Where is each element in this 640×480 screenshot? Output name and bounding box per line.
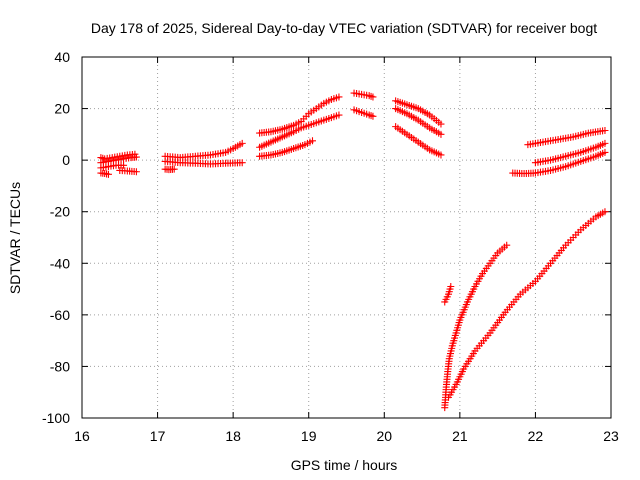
- data-point: [447, 282, 455, 290]
- x-tick-label: 18: [225, 428, 241, 444]
- data-point: [601, 126, 609, 134]
- data-point: [335, 111, 343, 119]
- y-tick-label: 0: [62, 152, 70, 168]
- x-tick-label: 22: [528, 428, 544, 444]
- y-axis-label: SDTVAR / TECUs: [7, 182, 23, 294]
- x-tick-label: 19: [301, 428, 317, 444]
- data-point: [437, 151, 445, 159]
- data-point: [369, 93, 377, 101]
- y-tick-label: -80: [50, 358, 70, 374]
- y-tick-labels: -100 -80 -60 -40 -20 0 20 40: [42, 49, 70, 426]
- data-point: [503, 241, 511, 249]
- data-point: [238, 139, 246, 147]
- y-tick-label: -60: [50, 307, 70, 323]
- data-points: [97, 89, 609, 412]
- data-point: [104, 170, 112, 178]
- data-point: [601, 139, 609, 147]
- data-point: [132, 153, 140, 161]
- x-tick-label: 23: [603, 428, 619, 444]
- data-point: [601, 148, 609, 156]
- data-point: [369, 112, 377, 120]
- plot-frame: [81, 56, 612, 419]
- y-tick-label: 40: [54, 49, 70, 65]
- data-point: [170, 165, 178, 173]
- data-point: [238, 159, 246, 167]
- chart-title: Day 178 of 2025, Sidereal Day-to-day VTE…: [91, 20, 597, 36]
- data-point: [132, 168, 140, 176]
- x-tick-label: 16: [74, 428, 90, 444]
- data-point: [335, 93, 343, 101]
- y-tick-label: -100: [42, 410, 70, 426]
- x-tick-label: 20: [376, 428, 392, 444]
- data-point: [437, 120, 445, 128]
- x-tick-label: 21: [452, 428, 468, 444]
- y-tick-label: 20: [54, 101, 70, 117]
- data-point: [437, 130, 445, 138]
- x-axis-label: GPS time / hours: [291, 457, 398, 473]
- data-point: [308, 137, 316, 145]
- data-point: [120, 161, 128, 169]
- x-tick-labels: 16 17 18 19 20 21 22 23: [74, 428, 619, 444]
- y-tick-label: -40: [50, 255, 70, 271]
- y-tick-label: -20: [50, 204, 70, 220]
- data-point: [601, 208, 609, 216]
- x-tick-label: 17: [150, 428, 166, 444]
